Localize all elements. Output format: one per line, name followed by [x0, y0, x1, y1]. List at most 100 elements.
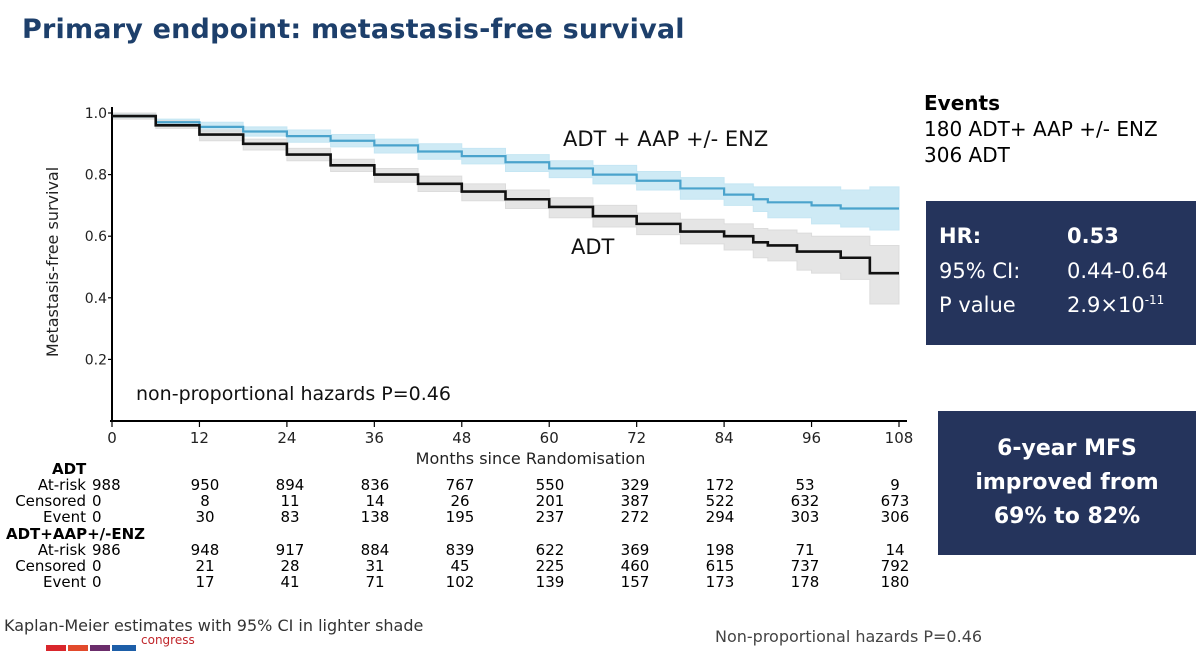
risk-cell: 272 [620, 508, 650, 526]
risk-cell: 836 [360, 476, 390, 494]
risk-row-label: At-risk [37, 541, 86, 559]
risk-cell: 173 [705, 573, 735, 591]
ci-band-combo [111, 112, 900, 231]
y-tick-label: 0.6 [85, 229, 107, 245]
risk-row-label: At-risk [37, 476, 86, 494]
congress-logo: congress [46, 633, 196, 651]
ci-label: 95% CI: [939, 259, 1021, 283]
risk-row-label: Censored [15, 557, 86, 575]
risk-cell: 737 [790, 557, 820, 575]
risk-row-label: Event [43, 508, 86, 526]
x-tick-label: 0 [107, 429, 117, 447]
events-summary: Events 180 ADT+ AAP +/- ENZ 306 ADT [924, 90, 1158, 168]
risk-cell: 31 [365, 557, 385, 575]
risk-cell: 9 [890, 476, 900, 494]
km-line-combo [112, 114, 899, 210]
risk-cell: 195 [445, 508, 475, 526]
risk-cell: 294 [705, 508, 735, 526]
x-tick-label: 108 [885, 429, 914, 447]
series-label-adt: ADT [571, 235, 615, 259]
p-value-base: 2.9×10 [1067, 293, 1145, 317]
risk-cell: 102 [445, 573, 475, 591]
risk-cell: 673 [880, 492, 910, 510]
footnote: Kaplan-Meier estimates with 95% CI in li… [4, 616, 424, 635]
risk-cell: 0 [92, 492, 102, 510]
x-tick-label: 72 [627, 429, 646, 447]
risk-cell: 71 [365, 573, 385, 591]
risk-row-label: Event [43, 573, 86, 591]
risk-cell: 237 [535, 508, 565, 526]
risk-cell: 28 [280, 557, 300, 575]
risk-cell: 198 [705, 541, 735, 559]
risk-cell: 41 [280, 573, 300, 591]
risk-cell: 201 [535, 492, 565, 510]
risk-cell: 917 [275, 541, 305, 559]
series-label-combo: ADT + AAP +/- ENZ [563, 127, 768, 151]
risk-cell: 622 [535, 541, 565, 559]
risk-group-title: ADT+AAP+/-ENZ [6, 525, 146, 543]
risk-cell: 369 [620, 541, 650, 559]
footnote-hazards: Non-proportional hazards P=0.46 [715, 627, 983, 646]
risk-cell: 550 [535, 476, 565, 494]
risk-cell: 21 [195, 557, 215, 575]
x-tick-label: 36 [365, 429, 384, 447]
risk-cell: 632 [790, 492, 820, 510]
events-line-adt: 306 ADT [924, 143, 1010, 167]
mfs-line-2: improved from [975, 470, 1159, 495]
risk-cell: 0 [92, 508, 102, 526]
y-tick-label: 0.8 [85, 168, 107, 184]
risk-cell: 53 [795, 476, 815, 494]
risk-cell: 26 [450, 492, 470, 510]
risk-cell: 615 [705, 557, 735, 575]
x-tick-label: 12 [190, 429, 209, 447]
risk-cell: 303 [790, 508, 820, 526]
risk-cell: 522 [705, 492, 735, 510]
risk-cell: 986 [92, 541, 121, 559]
p-value: 2.9×10-11 [1067, 293, 1164, 317]
risk-cell: 17 [195, 573, 215, 591]
mfs-summary-box: 6-year MFS improved from 69% to 82% [938, 411, 1196, 555]
y-tick-label: 0.4 [85, 291, 107, 307]
events-line-combo: 180 ADT+ AAP +/- ENZ [924, 117, 1158, 141]
x-tick-label: 60 [540, 429, 559, 447]
x-tick-label: 24 [277, 429, 296, 447]
risk-cell: 306 [880, 508, 910, 526]
risk-cell: 387 [620, 492, 650, 510]
risk-cell: 11 [280, 492, 300, 510]
risk-cell: 225 [535, 557, 565, 575]
risk-cell: 950 [190, 476, 220, 494]
risk-cell: 83 [280, 508, 300, 526]
ci-band-adt [111, 112, 900, 305]
mfs-line-1: 6-year MFS [997, 436, 1137, 461]
hr-value: 0.53 [1067, 224, 1119, 248]
risk-cell: 884 [360, 541, 390, 559]
x-tick-label: 84 [715, 429, 734, 447]
risk-cell: 45 [450, 557, 470, 575]
x-tick-label: 48 [452, 429, 471, 447]
risk-cell: 988 [92, 476, 121, 494]
ci-value: 0.44-0.64 [1067, 259, 1169, 283]
risk-cell: 71 [795, 541, 815, 559]
risk-cell: 14 [885, 541, 905, 559]
risk-cell: 0 [92, 573, 102, 591]
events-header: Events [924, 91, 1000, 115]
mfs-line-3: 69% to 82% [993, 504, 1141, 529]
risk-cell: 0 [92, 557, 102, 575]
risk-cell: 14 [365, 492, 385, 510]
risk-cell: 157 [620, 573, 650, 591]
risk-cell: 460 [620, 557, 650, 575]
p-label: P value [939, 293, 1016, 317]
logo-word: congress [141, 633, 195, 647]
risk-cell: 180 [880, 573, 910, 591]
risk-cell: 948 [190, 541, 220, 559]
risk-cell: 138 [360, 508, 390, 526]
hazards-annotation: non-proportional hazards P=0.46 [136, 383, 451, 405]
p-value-exponent: -11 [1144, 293, 1165, 307]
risk-cell: 792 [880, 557, 910, 575]
hr-label: HR: [939, 224, 982, 248]
hazard-ratio-box: HR: 0.53 95% CI: 0.44-0.64 P value 2.9×1… [926, 201, 1196, 345]
risk-row-label: Censored [15, 492, 86, 510]
risk-cell: 8 [200, 492, 210, 510]
risk-cell: 329 [620, 476, 650, 494]
